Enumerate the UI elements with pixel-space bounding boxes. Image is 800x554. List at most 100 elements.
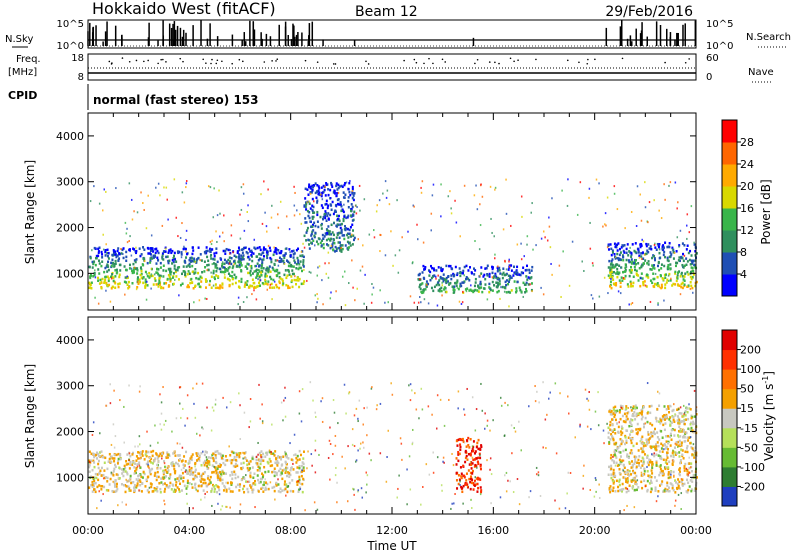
data-cell bbox=[277, 264, 280, 267]
data-cell bbox=[633, 478, 636, 481]
y-tick-label: 2000 bbox=[56, 222, 84, 235]
data-cell bbox=[315, 240, 318, 243]
data-cell bbox=[675, 440, 678, 444]
data-cell bbox=[619, 451, 622, 454]
data-cell bbox=[213, 276, 216, 279]
data-cell bbox=[134, 445, 136, 448]
data-cell bbox=[223, 484, 226, 488]
data-cell bbox=[261, 281, 264, 285]
data-cell bbox=[212, 459, 215, 463]
data-cell bbox=[167, 218, 169, 221]
data-cell bbox=[339, 226, 342, 230]
data-cell bbox=[299, 453, 302, 457]
data-cell bbox=[156, 463, 159, 467]
data-cell bbox=[588, 187, 591, 190]
data-cell bbox=[619, 438, 622, 441]
data-cell bbox=[188, 265, 191, 268]
data-cell bbox=[649, 422, 652, 425]
data-cell bbox=[242, 457, 244, 460]
data-cell bbox=[206, 467, 209, 471]
data-cell bbox=[365, 491, 367, 494]
data-cell bbox=[92, 275, 95, 278]
nsky-tick-bottom: 10^0 bbox=[57, 41, 84, 52]
data-cell bbox=[343, 237, 346, 241]
data-cell bbox=[149, 259, 152, 263]
data-cell bbox=[465, 482, 468, 485]
data-cell bbox=[330, 223, 333, 227]
data-cell bbox=[285, 215, 288, 218]
data-cell bbox=[184, 273, 187, 277]
data-cell bbox=[611, 263, 614, 267]
data-cell bbox=[488, 282, 491, 286]
data-cell bbox=[609, 411, 612, 414]
data-cell bbox=[216, 260, 219, 264]
data-cell bbox=[103, 469, 106, 472]
data-cell bbox=[258, 451, 261, 455]
data-cell bbox=[622, 469, 625, 472]
data-cell bbox=[228, 284, 231, 288]
data-cell bbox=[198, 277, 201, 281]
nave-dot bbox=[444, 61, 447, 63]
data-cell bbox=[186, 472, 189, 475]
data-cell bbox=[479, 478, 482, 481]
data-cell bbox=[453, 290, 456, 294]
data-cell bbox=[151, 454, 154, 458]
data-cell bbox=[345, 227, 348, 230]
data-cell bbox=[223, 214, 225, 217]
data-cell bbox=[346, 500, 349, 503]
data-cell bbox=[162, 269, 165, 272]
data-cell bbox=[641, 251, 644, 254]
data-cell bbox=[654, 486, 657, 489]
data-cell bbox=[528, 268, 531, 272]
data-cell bbox=[679, 229, 682, 232]
data-cell bbox=[219, 270, 222, 274]
data-cell bbox=[682, 278, 685, 281]
data-cell bbox=[473, 194, 476, 197]
data-cell bbox=[662, 248, 665, 251]
data-cell bbox=[484, 283, 487, 286]
data-cell bbox=[471, 396, 474, 399]
data-cell bbox=[456, 281, 459, 284]
data-cell bbox=[302, 242, 304, 245]
data-cell bbox=[379, 289, 381, 292]
data-cell bbox=[210, 286, 213, 289]
data-cell bbox=[478, 287, 481, 290]
data-cell bbox=[692, 273, 695, 276]
data-cell bbox=[661, 436, 664, 439]
data-cell bbox=[107, 277, 110, 280]
data-cell bbox=[637, 251, 640, 254]
data-cell bbox=[348, 181, 351, 185]
data-cell bbox=[234, 281, 237, 285]
data-cell bbox=[483, 273, 486, 277]
data-cell bbox=[610, 268, 613, 271]
data-cell bbox=[347, 445, 349, 448]
data-cell bbox=[622, 420, 625, 423]
data-cell bbox=[211, 248, 214, 251]
data-cell bbox=[590, 428, 592, 431]
data-cell bbox=[658, 404, 661, 408]
data-cell bbox=[178, 479, 181, 482]
data-cell bbox=[610, 253, 613, 257]
data-cell bbox=[610, 259, 613, 263]
data-cell bbox=[321, 217, 324, 221]
data-cell bbox=[172, 272, 175, 275]
data-cell bbox=[112, 279, 115, 283]
data-cell bbox=[283, 273, 286, 277]
data-cell bbox=[589, 488, 592, 491]
y-tick-label: 3000 bbox=[56, 176, 84, 189]
data-cell bbox=[301, 250, 304, 253]
data-cell bbox=[151, 467, 154, 471]
data-cell bbox=[141, 476, 144, 479]
data-cell bbox=[329, 239, 332, 242]
data-cell bbox=[195, 432, 198, 435]
data-cell bbox=[627, 285, 630, 288]
data-cell bbox=[124, 470, 127, 473]
data-cell bbox=[693, 415, 696, 418]
data-cell bbox=[609, 271, 612, 274]
data-cell bbox=[657, 495, 659, 498]
data-cell bbox=[472, 488, 475, 491]
data-cell bbox=[694, 284, 697, 288]
data-cell bbox=[185, 450, 188, 454]
data-cell bbox=[511, 452, 513, 455]
data-cell bbox=[302, 259, 305, 262]
